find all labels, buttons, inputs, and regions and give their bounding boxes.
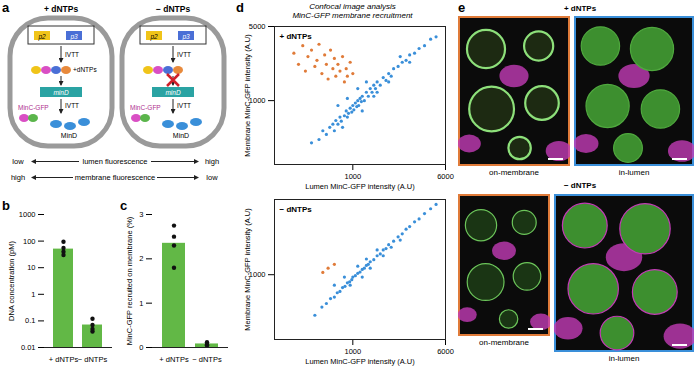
html-text:on-membrane: on-membrane xyxy=(489,168,539,177)
html-text:a: a xyxy=(2,0,10,15)
svg-text:p2: p2 xyxy=(37,33,46,41)
svg-text:− dNTPs: − dNTPs xyxy=(280,205,313,214)
svg-text:IVTT: IVTT xyxy=(177,51,191,58)
svg-text:+ dNTPs: + dNTPs xyxy=(159,355,189,364)
svg-text:6000: 6000 xyxy=(437,172,454,181)
svg-text:100: 100 xyxy=(23,237,36,246)
svg-text:1: 1 xyxy=(139,299,143,308)
svg-text:MinD: MinD xyxy=(173,132,189,139)
svg-text:1000: 1000 xyxy=(344,172,361,181)
svg-text:0.1: 0.1 xyxy=(25,316,35,325)
html-text:on-membrane: on-membrane xyxy=(479,338,529,347)
svg-text:+ dNTPs: + dNTPs xyxy=(280,32,313,41)
svg-text:5000: 5000 xyxy=(249,22,266,31)
svg-text:DNA concentration (pM): DNA concentration (pM) xyxy=(7,240,16,321)
svg-text:p2: p2 xyxy=(149,33,158,41)
html-text:in-lumen: in-lumen xyxy=(608,354,640,363)
svg-text:10: 10 xyxy=(27,263,35,272)
svg-text:high: high xyxy=(205,157,219,166)
svg-text:0.01: 0.01 xyxy=(21,343,36,352)
svg-text:1000: 1000 xyxy=(248,270,266,280)
svg-text:minD: minD xyxy=(165,89,180,96)
svg-text:+ dNTPs: + dNTPs xyxy=(44,4,79,14)
html-text:e: e xyxy=(458,0,466,15)
svg-text:3: 3 xyxy=(139,210,143,219)
svg-text:IVTT: IVTT xyxy=(65,51,79,58)
html-text:d: d xyxy=(236,0,244,15)
svg-text:low: low xyxy=(12,157,24,166)
svg-text:2: 2 xyxy=(139,254,143,263)
svg-text:minD: minD xyxy=(53,89,68,96)
svg-text:Membrane MinC-GFP intensity (A: Membrane MinC-GFP intensity (A.U) xyxy=(243,34,252,157)
svg-text:p3: p3 xyxy=(181,33,190,41)
html-text:b: b xyxy=(2,198,10,213)
svg-text:MinD: MinD xyxy=(61,132,77,139)
svg-text:0: 0 xyxy=(139,343,143,352)
svg-text:1000: 1000 xyxy=(344,347,361,356)
svg-text:1000: 1000 xyxy=(248,96,266,105)
svg-text:− dNTPs: − dNTPs xyxy=(156,4,191,14)
svg-text:IVTT: IVTT xyxy=(65,102,79,109)
svg-text:MinC-GFP: MinC-GFP xyxy=(130,104,161,111)
svg-text:MinC-GFP: MinC-GFP xyxy=(18,104,49,111)
svg-text:1: 1 xyxy=(31,290,35,299)
svg-text:lumen fluorescence: lumen fluorescence xyxy=(82,157,147,166)
svg-text:IVTT: IVTT xyxy=(177,102,191,109)
svg-text:− dNTPs: − dNTPs xyxy=(78,355,108,364)
svg-text:− dNTPs: − dNTPs xyxy=(192,355,222,364)
svg-text:+dNTPs: +dNTPs xyxy=(73,66,97,73)
svg-text:membrane fluorescence: membrane fluorescence xyxy=(75,173,155,182)
html-text:− dNTPs: − dNTPs xyxy=(563,181,597,190)
svg-text:MinC-GFP recruited on membrane: MinC-GFP recruited on membrane (%) xyxy=(125,216,134,345)
svg-text:Membrane MinC-GFP intensity (A: Membrane MinC-GFP intensity (A.U) xyxy=(243,208,252,331)
html-text:MinC-GFP membrane recruitment: MinC-GFP membrane recruitment xyxy=(292,11,413,20)
svg-text:low: low xyxy=(206,173,218,182)
html-text:c: c xyxy=(120,198,128,213)
html-text:in-lumen: in-lumen xyxy=(618,168,650,177)
html-text:+ dNTPs: + dNTPs xyxy=(563,4,597,13)
svg-text:p3: p3 xyxy=(69,33,78,41)
svg-text:6000: 6000 xyxy=(437,347,454,356)
svg-text:Lumen MinC-GFP intensity (A.U): Lumen MinC-GFP intensity (A.U) xyxy=(305,182,415,191)
html-text:Confocal image analysis: Confocal image analysis xyxy=(309,2,396,11)
svg-text:1000: 1000 xyxy=(19,210,36,219)
svg-text:+ dNTPs: + dNTPs xyxy=(49,355,79,364)
svg-text:Lumen MinC-GFP intensity (A.U): Lumen MinC-GFP intensity (A.U) xyxy=(305,357,415,366)
svg-text:high: high xyxy=(11,173,25,182)
